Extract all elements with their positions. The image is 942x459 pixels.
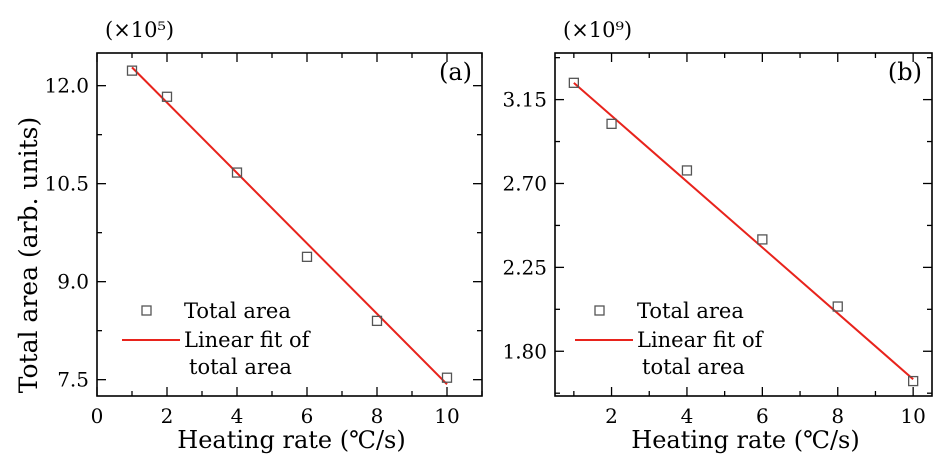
x-tick-labels: 2 4 6 8 10	[605, 404, 926, 428]
x-tick-label: 2	[161, 404, 174, 428]
legend-marker-total-area	[141, 305, 152, 316]
y-tick-labels: 1.80 2.25 2.70 3.15	[502, 88, 547, 364]
axis-multiplier: (×10⁹)	[563, 18, 632, 42]
x-axis-label: Heating rate (℃/s)	[631, 426, 859, 454]
data-point	[301, 251, 313, 262]
fit-line	[573, 82, 914, 380]
axis-multiplier: (×10⁵)	[105, 18, 174, 42]
fit-line-segment	[131, 66, 448, 385]
y-tick-label: 2.25	[502, 255, 547, 279]
x-tick-label: 10	[434, 404, 459, 428]
data-point	[161, 91, 173, 102]
data-points	[568, 77, 919, 387]
chart-panel-b: 2 4 6 8 10 1.80 2.25 2.70 3.15 (×10⁹) (b) Heati…	[502, 18, 933, 454]
y-tick-label: 7.5	[57, 368, 89, 392]
fit-line	[131, 66, 448, 385]
chart-panel-a: 0 2 4 6 8 10 7.5 9.0 10.5 12.0 (×10⁵) (a) Heatin…	[44, 18, 483, 454]
legend-marker-total-area	[594, 305, 605, 316]
data-point	[606, 118, 617, 129]
y-tick-label: 1.80	[502, 339, 547, 363]
legend-entry-fit-line2: total area	[189, 355, 292, 379]
plot-frame	[554, 52, 933, 397]
data-points	[126, 65, 453, 383]
x-tick-label: 6	[301, 404, 314, 428]
legend-entry-fit-line1: Linear fit of	[637, 328, 765, 352]
y-tick-labels: 7.5 9.0 10.5 12.0	[44, 74, 89, 392]
x-tick-label: 4	[231, 404, 244, 428]
data-point	[126, 65, 138, 76]
legend: Total area Linear fit of total area	[575, 299, 765, 379]
y-tick-label: 9.0	[57, 270, 89, 294]
y-tick-label: 2.70	[502, 171, 547, 195]
data-point	[681, 165, 693, 176]
data-point	[441, 372, 453, 383]
data-point	[371, 315, 383, 327]
ticks	[96, 53, 483, 396]
data-point	[832, 301, 843, 312]
x-axis-label: Heating rate (℃/s)	[177, 426, 405, 454]
x-tick-label: 10	[900, 404, 925, 428]
x-tick-label: 2	[605, 404, 618, 428]
fit-line-segment	[573, 82, 914, 380]
plot-frame	[96, 52, 483, 397]
legend-entry-total-area: Total area	[637, 299, 744, 323]
x-tick-labels: 0 2 4 6 8 10	[91, 404, 460, 428]
legend-entry-fit-line2: total area	[642, 355, 745, 379]
x-tick-label: 0	[91, 404, 104, 428]
x-tick-label: 4	[681, 404, 694, 428]
x-tick-label: 8	[831, 404, 844, 428]
data-point	[568, 77, 579, 88]
y-tick-label: 12.0	[44, 74, 89, 98]
data-point	[231, 167, 243, 178]
legend-entry-fit-line1: Linear fit of	[184, 328, 312, 352]
panel-label: (a)	[439, 58, 472, 86]
y-tick-label: 3.15	[502, 88, 547, 112]
data-point	[757, 234, 768, 245]
y-axis-label: Total area (arb. units)	[14, 117, 43, 394]
panel-label: (b)	[888, 58, 922, 86]
x-tick-label: 6	[756, 404, 769, 428]
y-tick-label: 10.5	[44, 172, 89, 196]
x-tick-label: 8	[371, 404, 384, 428]
legend-entry-total-area: Total area	[184, 299, 291, 323]
ticks	[555, 53, 932, 396]
data-point	[908, 375, 919, 387]
legend: Total area Linear fit of total area	[122, 299, 312, 379]
